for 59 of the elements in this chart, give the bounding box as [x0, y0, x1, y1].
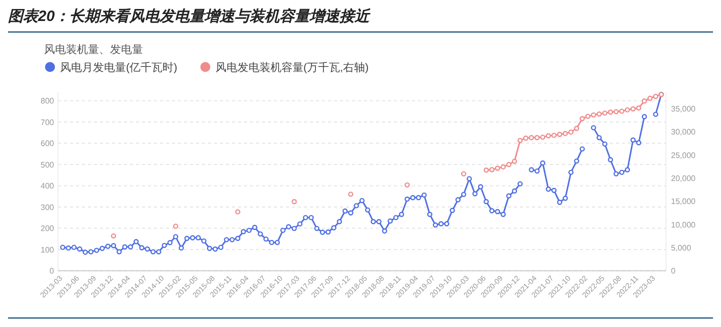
point [653, 94, 658, 99]
point [173, 224, 178, 229]
point [568, 129, 574, 135]
point [585, 114, 590, 119]
y2-tick-label: 30,000 [671, 128, 696, 137]
point [506, 162, 512, 168]
point [590, 112, 596, 118]
y-tick-label: 400 [40, 182, 55, 191]
point [624, 107, 630, 112]
point [534, 135, 540, 140]
point [235, 209, 240, 214]
chart-subtitle: 风电装机量、发电量 [44, 43, 143, 56]
point [110, 233, 116, 239]
y-tick-label: 0 [50, 266, 55, 276]
point [484, 167, 489, 173]
point [608, 110, 614, 115]
y-tick-label: 600 [40, 139, 55, 148]
y2-tick-label: 10,000 [671, 220, 696, 230]
y-tick-label: 300 [40, 202, 55, 212]
point [574, 126, 580, 131]
y2-tick-label: 0 [671, 266, 676, 276]
point [642, 98, 647, 104]
point [348, 192, 354, 197]
point [292, 199, 297, 204]
y2-tick-label: 35,000 [671, 104, 696, 114]
point [630, 106, 636, 112]
y2-tick-label: 15,000 [671, 197, 696, 206]
point [647, 96, 653, 101]
legend-label: 风电月发电量(亿千瓦时) [60, 61, 178, 74]
point [557, 132, 562, 137]
y-tick-label: 800 [40, 96, 55, 106]
point [500, 164, 506, 170]
y-tick-label: 500 [40, 160, 55, 170]
y2-tick-label: 25,000 [671, 150, 696, 160]
point [518, 138, 523, 144]
y2-tick-label: 20,000 [671, 174, 696, 183]
point [614, 109, 619, 114]
point [636, 105, 642, 111]
legend-label: 风电发电装机容量(万千瓦,右轴) [215, 61, 369, 74]
point [489, 167, 494, 172]
point [596, 111, 602, 117]
y2-tick-label: 5,000 [671, 244, 692, 253]
point [619, 108, 624, 114]
point [546, 133, 551, 138]
point [404, 182, 410, 188]
point [494, 166, 500, 171]
point [528, 135, 534, 140]
point [512, 158, 518, 164]
point [580, 116, 585, 122]
y-tick-label: 200 [40, 224, 55, 234]
chart-title: 图表20：长期来看风电发电量增速与装机容量增速接近 [8, 7, 372, 25]
point [602, 110, 608, 116]
point [540, 134, 546, 140]
point [461, 171, 466, 176]
y-tick-label: 100 [40, 245, 55, 254]
point [551, 132, 557, 138]
point [562, 130, 568, 136]
y-tick-label: 700 [40, 118, 55, 127]
point [523, 136, 528, 141]
